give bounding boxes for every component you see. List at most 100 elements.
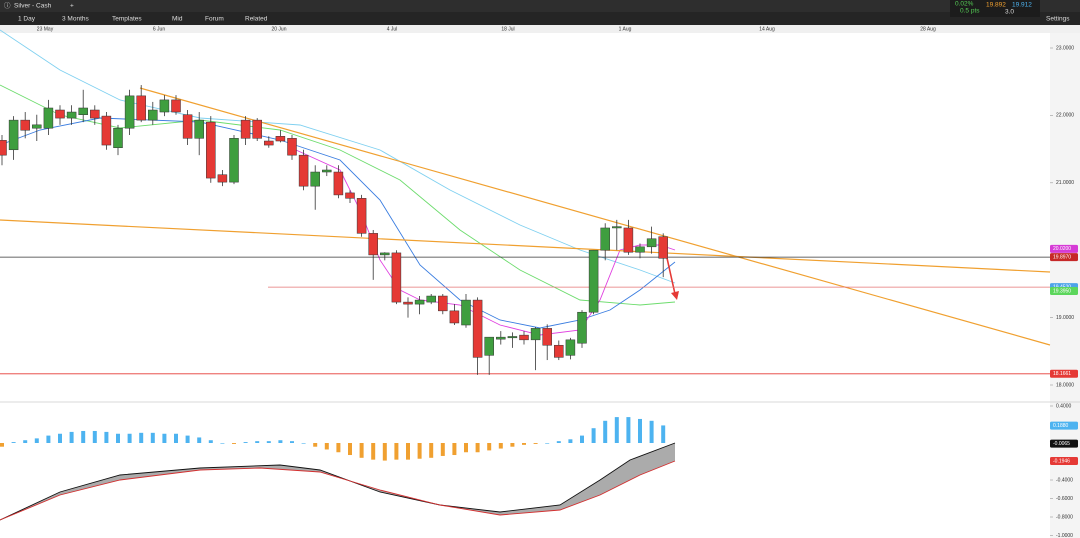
signal-line bbox=[0, 460, 676, 521]
macd-bar bbox=[278, 440, 283, 443]
candle-body bbox=[530, 328, 541, 341]
value-tag bbox=[1050, 286, 1078, 295]
candle-body bbox=[240, 119, 251, 139]
candle-body bbox=[55, 109, 65, 119]
candle-body bbox=[414, 299, 425, 305]
candle-body bbox=[206, 121, 216, 179]
macd-bar bbox=[11, 442, 16, 443]
instrument-icon[interactable]: ⓘ bbox=[4, 2, 11, 10]
macd-bar bbox=[591, 428, 596, 443]
candle-body bbox=[148, 109, 158, 121]
toolbar-tab[interactable]: 1 Day bbox=[18, 16, 36, 23]
toolbar-tab[interactable]: Templates bbox=[112, 16, 142, 23]
candle-body bbox=[20, 119, 30, 131]
macd-bar bbox=[417, 443, 422, 459]
candle-body bbox=[426, 295, 436, 303]
candle-body bbox=[101, 115, 112, 146]
value-tag-label: -0.0065 bbox=[1053, 441, 1070, 447]
macd-tick-label: -1.0000 bbox=[1056, 533, 1073, 538]
instrument-name[interactable]: Silver - Cash bbox=[14, 3, 52, 10]
ask-price[interactable]: 19.912 bbox=[1012, 2, 1032, 9]
macd-bar bbox=[34, 438, 39, 443]
candle-body bbox=[159, 99, 170, 113]
macd-bar bbox=[510, 443, 515, 447]
candle-body bbox=[171, 99, 181, 113]
macd-bar bbox=[127, 433, 132, 443]
macd-bar bbox=[255, 441, 260, 443]
settings-button[interactable]: Settings bbox=[1046, 16, 1070, 23]
macd-bar bbox=[475, 443, 480, 453]
price-tick-label: 19.0000 bbox=[1056, 315, 1074, 321]
candle-body bbox=[612, 226, 622, 229]
macd-bar bbox=[104, 431, 109, 443]
candle-body bbox=[449, 310, 460, 324]
macd-tick-label: -0.4000 bbox=[1056, 477, 1073, 483]
candle-body bbox=[113, 127, 123, 149]
macd-bar bbox=[81, 430, 86, 443]
value-tag bbox=[1050, 369, 1078, 378]
date-label: 1 Aug bbox=[619, 26, 632, 32]
ma-fastest bbox=[295, 149, 676, 336]
candle-body bbox=[438, 295, 448, 312]
candle-body bbox=[229, 138, 239, 183]
macd-bar bbox=[92, 430, 97, 443]
candle-body bbox=[182, 114, 193, 139]
bid-price[interactable]: 19.892 bbox=[986, 2, 1006, 9]
candle-body bbox=[217, 174, 228, 183]
toolbar-tab[interactable]: Mid bbox=[172, 16, 183, 23]
macd-bar bbox=[197, 437, 202, 443]
candle-body bbox=[345, 192, 355, 199]
candle-body bbox=[600, 227, 610, 251]
price-tick-label: 21.0000 bbox=[1056, 180, 1074, 186]
macd-bar bbox=[243, 442, 248, 443]
macd-fill bbox=[0, 443, 675, 520]
forecast-arrow-head bbox=[671, 291, 679, 300]
candle-body bbox=[32, 124, 42, 129]
candle-body bbox=[310, 171, 320, 187]
macd-bar bbox=[290, 441, 294, 443]
date-label: 6 Jun bbox=[153, 26, 165, 32]
candle-body bbox=[577, 311, 587, 344]
macd-bar bbox=[23, 440, 28, 443]
ma-slow bbox=[0, 29, 676, 284]
macd-bar bbox=[568, 439, 573, 443]
macd-bar bbox=[394, 443, 399, 460]
tool-bar bbox=[0, 12, 1080, 25]
macd-bar bbox=[649, 420, 654, 443]
value-tag bbox=[1050, 253, 1078, 262]
candle-body bbox=[658, 236, 668, 259]
trend-line bbox=[139, 87, 1051, 346]
toolbar-tab[interactable]: Related bbox=[245, 16, 268, 23]
candle-body bbox=[484, 336, 494, 356]
candle-body bbox=[275, 136, 286, 142]
macd-bar bbox=[232, 443, 236, 444]
value-tag-label: 19.8970 bbox=[1053, 254, 1071, 260]
candle-body bbox=[403, 301, 413, 305]
candle-body bbox=[635, 246, 645, 253]
candle-body bbox=[554, 344, 564, 358]
candle-body bbox=[66, 111, 77, 119]
macd-bar bbox=[638, 418, 642, 443]
macd-tick-label: 0.4000 bbox=[1056, 403, 1072, 409]
new-tab[interactable]: + bbox=[70, 3, 74, 10]
toolbar-tab[interactable]: Forum bbox=[205, 16, 224, 23]
macd-bar bbox=[220, 443, 225, 444]
candle-body bbox=[136, 95, 146, 121]
macd-bar bbox=[522, 443, 526, 445]
candle-body bbox=[507, 336, 518, 339]
toolbar-tab[interactable]: 3 Months bbox=[62, 16, 89, 23]
macd-bar bbox=[46, 435, 51, 443]
macd-line bbox=[0, 442, 676, 521]
date-label: 23 May bbox=[37, 26, 54, 32]
candle-body bbox=[391, 252, 402, 303]
macd-bar bbox=[359, 443, 364, 458]
value-tag bbox=[1050, 439, 1078, 448]
candle-body bbox=[380, 252, 390, 256]
value-tag-label: -0.1946 bbox=[1053, 458, 1070, 464]
macd-bar bbox=[348, 443, 352, 456]
macd-tick-label: -0.8000 bbox=[1056, 514, 1073, 520]
date-label: 28 Aug bbox=[920, 26, 936, 32]
macd-bar bbox=[58, 433, 62, 443]
macd-bar bbox=[487, 443, 492, 451]
